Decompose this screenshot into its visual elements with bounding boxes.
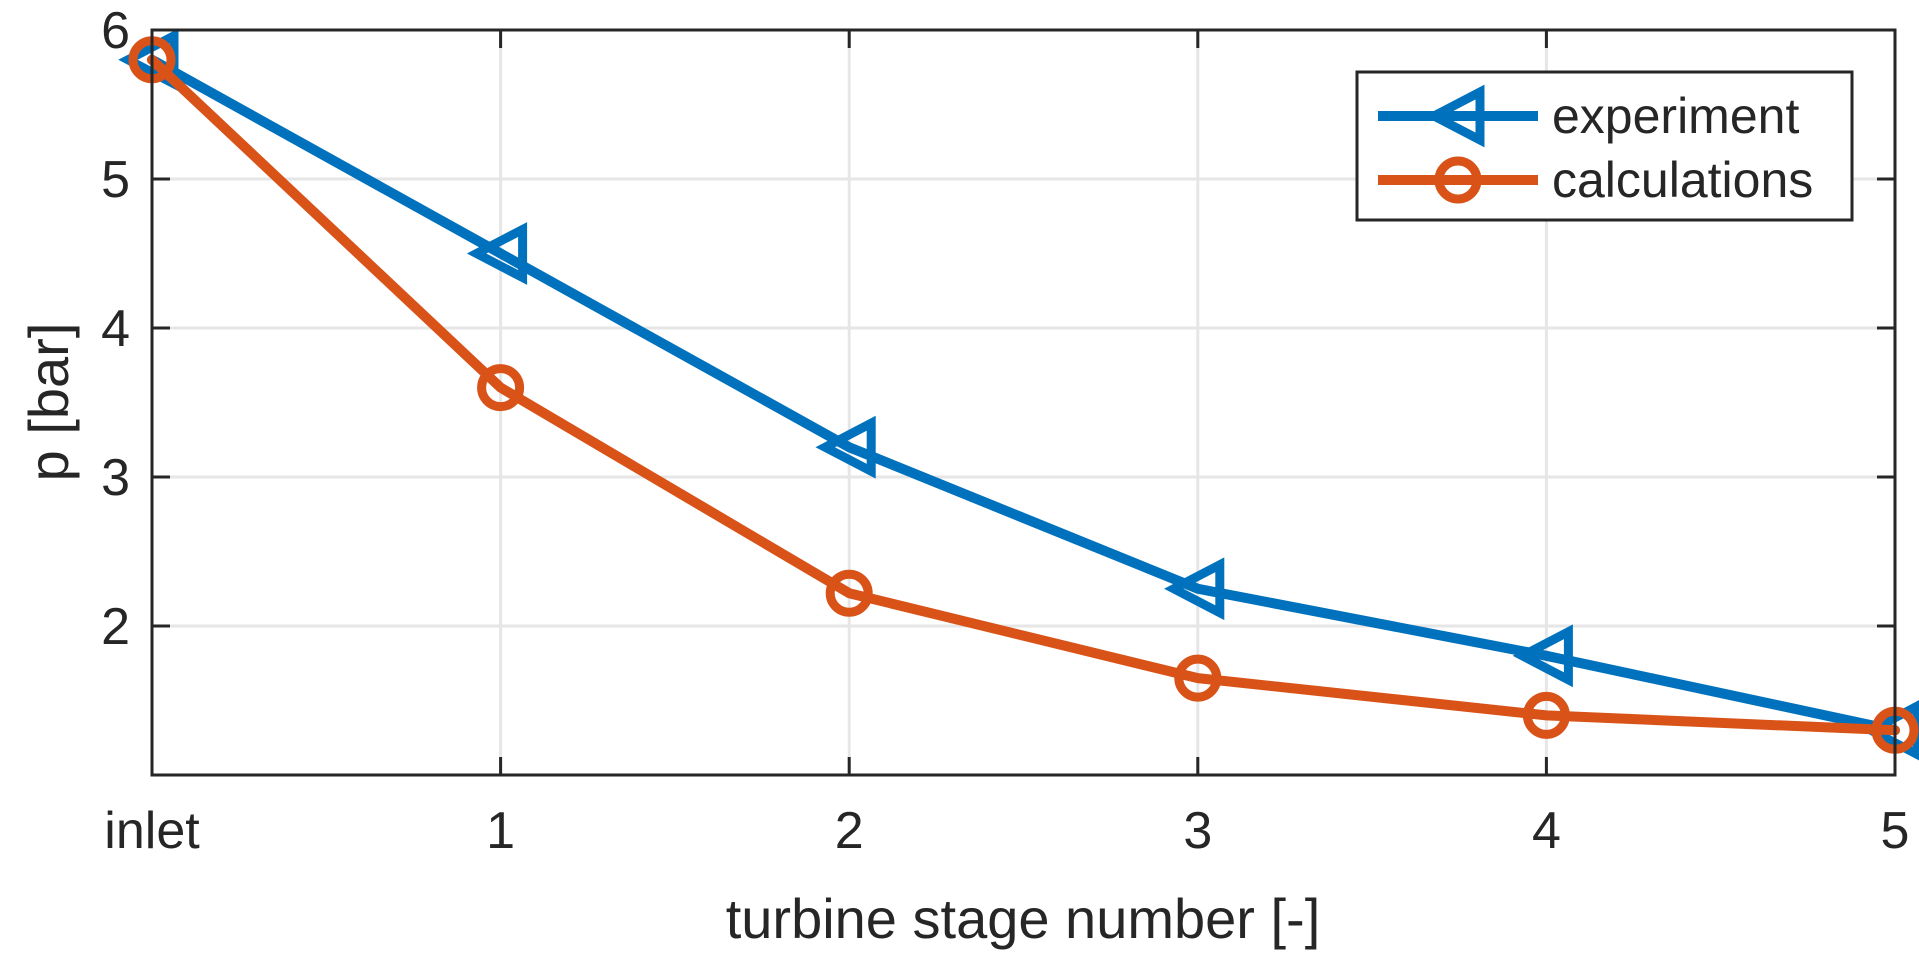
x-tick-label: 5	[1881, 802, 1910, 860]
legend-label-calculations: calculations	[1552, 152, 1813, 208]
legend-marker-experiment	[1424, 84, 1485, 148]
x-tick-label: 4	[1532, 802, 1561, 860]
legend: experiment calculations	[1355, 70, 1854, 222]
data-point-experiment	[1164, 557, 1225, 621]
data-point-calculations	[477, 364, 525, 412]
y-tick-label: 2	[101, 598, 130, 656]
data-point-calculations	[1522, 691, 1570, 739]
y-tick-label: 4	[101, 300, 130, 358]
axis-ticks	[150, 28, 1897, 775]
data-point-calculations	[1174, 654, 1222, 702]
y-tick-label: 3	[101, 449, 130, 507]
series-line-experiment	[147, 54, 1900, 736]
legend-box	[1355, 70, 1854, 222]
tick-labels: inlet 1 2 3 4 5 2 3 4 5 6	[101, 2, 1909, 860]
legend-entries: experiment calculations	[1378, 84, 1813, 208]
x-tick-label: 3	[1183, 802, 1212, 860]
plot-frame	[150, 28, 1897, 777]
series-line-calculations	[147, 54, 1900, 736]
x-axis-title: turbine stage number [-]	[726, 887, 1321, 950]
legend-label-experiment: experiment	[1552, 88, 1799, 144]
y-tick-label: 5	[101, 151, 130, 209]
x-tick-label: inlet	[104, 802, 200, 860]
y-tick-label: 6	[101, 2, 130, 60]
x-tick-label: 1	[486, 802, 515, 860]
x-tick-label: 2	[835, 802, 864, 860]
data-point-experiment	[1512, 624, 1573, 688]
data-point-experiment	[815, 415, 876, 479]
y-axis-title: p [bar]	[17, 323, 80, 482]
legend-marker-calculations	[1434, 156, 1482, 204]
data-point-calculations	[825, 569, 873, 617]
data-point-experiment	[466, 222, 528, 285]
data-series	[118, 28, 1919, 761]
